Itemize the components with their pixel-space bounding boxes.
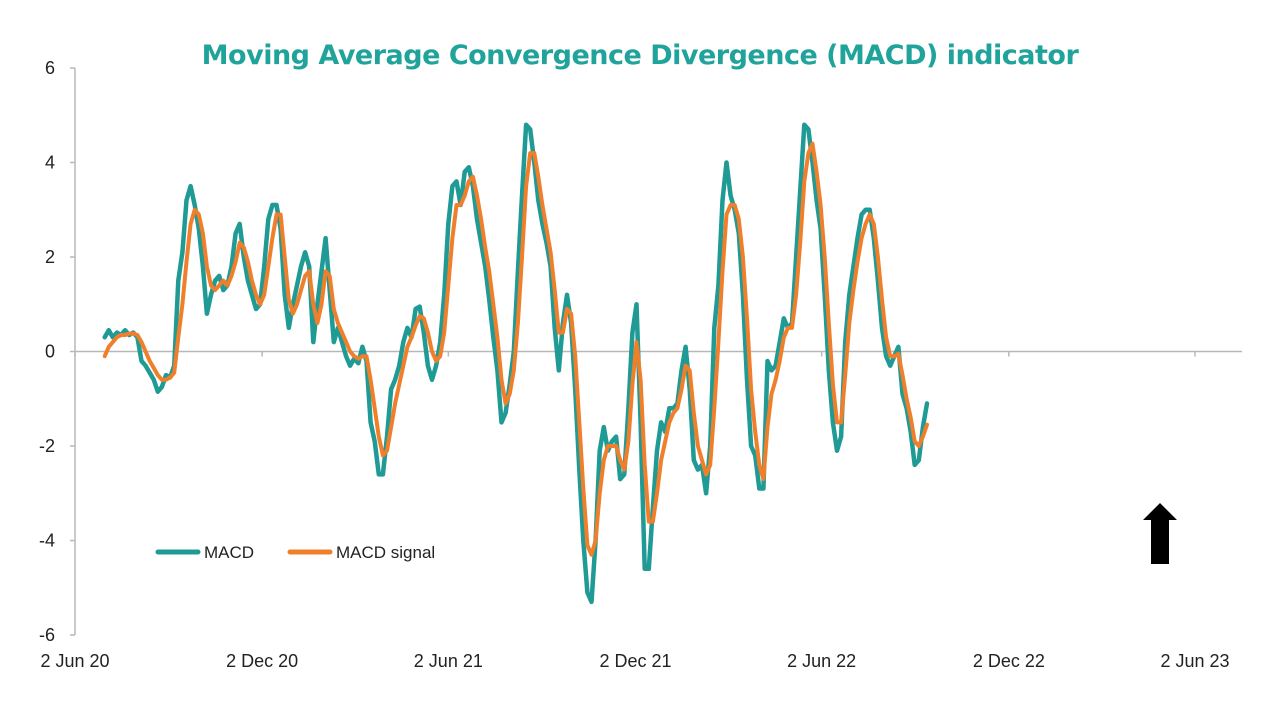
- x-tick-label: 2 Jun 20: [40, 651, 109, 671]
- macd-signal-series-line: [102, 141, 929, 557]
- y-tick-label: 6: [45, 58, 55, 78]
- chart-title: Moving Average Convergence Divergence (M…: [202, 40, 1080, 71]
- legend-macd-label: MACD: [204, 543, 254, 562]
- y-tick-label: 0: [45, 342, 55, 362]
- y-tick-label: -6: [39, 625, 55, 645]
- series-lines: [102, 122, 930, 605]
- y-tick-label: -2: [39, 436, 55, 456]
- x-tick-label: 2 Dec 21: [599, 651, 671, 671]
- annotation: [1143, 503, 1177, 564]
- x-tick-label: 2 Jun 23: [1160, 651, 1229, 671]
- x-tick-label: 2 Jun 22: [787, 651, 856, 671]
- x-tick-label: 2 Dec 22: [973, 651, 1045, 671]
- y-tick-label: -4: [39, 531, 55, 551]
- y-tick-label: 4: [45, 153, 55, 173]
- y-tick-label: 2: [45, 247, 55, 267]
- tick-labels: 6 4 2 0 -2 -4 -6 2 Jun 20 2 Dec 20 2 Jun 21 2 Dec …: [39, 58, 1230, 671]
- x-tick-label: 2 Dec 20: [226, 651, 298, 671]
- macd-series-line: [102, 122, 930, 605]
- legend: MACD MACD signal: [155, 543, 435, 562]
- legend-macd-signal-label: MACD signal: [336, 543, 435, 562]
- up-arrow-icon: [1143, 503, 1177, 564]
- x-tick-label: 2 Jun 21: [414, 651, 483, 671]
